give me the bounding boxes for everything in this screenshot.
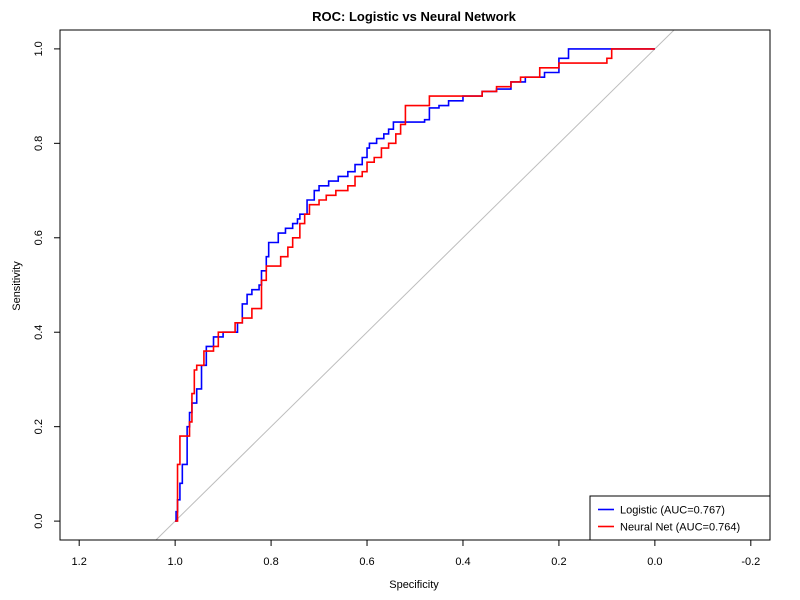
x-tick-label: 1.0 (167, 556, 182, 568)
reference-diagonal (155, 30, 675, 540)
x-tick-label: 0.8 (263, 556, 278, 568)
reference-line-layer (155, 30, 675, 540)
x-tick-label: 0.2 (551, 556, 566, 568)
series-line-1 (175, 48, 655, 522)
y-tick-label: 1.0 (33, 41, 45, 56)
y-axis: 0.0 0.2 0.4 0.6 0.8 1.0 (33, 41, 61, 529)
y-tick-label: 0.8 (33, 136, 45, 151)
legend-label-1: Neural Net (AUC=0.764) (620, 522, 740, 534)
series-layer (175, 48, 655, 522)
x-tick-label: 0.4 (455, 556, 470, 568)
y-axis-label: Sensitivity (11, 261, 23, 311)
legend-label-0: Logistic (AUC=0.767) (620, 505, 725, 517)
legend: Logistic (AUC=0.767) Neural Net (AUC=0.76… (589, 495, 771, 541)
y-tick-label: 0.4 (33, 325, 45, 340)
x-axis-label: Specificity (389, 579, 439, 591)
x-tick-label: 0.6 (359, 556, 374, 568)
y-tick-label: 0.6 (33, 230, 45, 245)
x-tick-label: 0.0 (647, 556, 662, 568)
x-tick-label: 1.2 (72, 556, 87, 568)
chart-title: ROC: Logistic vs Neural Network (312, 9, 516, 24)
y-tick-label: 0.0 (33, 513, 45, 528)
legend-box (589, 495, 771, 541)
series-line-0 (175, 48, 655, 522)
x-tick-label: -0.2 (741, 556, 760, 568)
x-axis: 1.2 1.0 0.8 0.6 0.4 0.2 0.0 -0.2 (72, 539, 760, 568)
y-tick-label: 0.2 (33, 419, 45, 434)
